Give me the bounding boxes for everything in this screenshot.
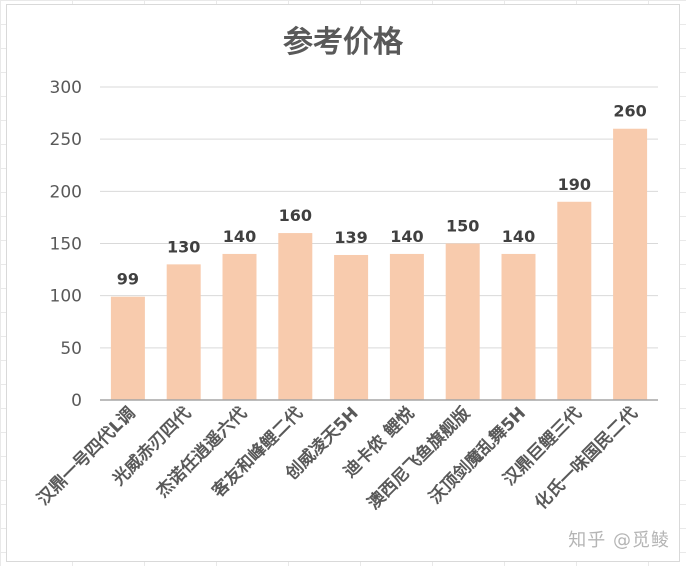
y-tick-label: 0	[71, 391, 82, 411]
watermark: 知乎 @觅鲮	[568, 530, 670, 551]
data-label: 140	[390, 227, 423, 246]
data-label: 99	[117, 270, 139, 289]
data-labels: 99 130 140 160 139 140 150 140 190 260	[117, 102, 647, 289]
bars	[110, 128, 648, 400]
bar	[445, 243, 480, 400]
data-label: 160	[279, 206, 312, 225]
bar	[278, 233, 313, 400]
y-tick-label: 250	[50, 130, 82, 150]
bar	[501, 253, 536, 400]
y-tick-label: 150	[50, 235, 82, 255]
bar	[110, 296, 145, 400]
category-label: 汉鼎一号四代L调	[33, 403, 140, 510]
y-tick-label: 100	[50, 287, 82, 307]
category-label: 化氏一味国民二代	[531, 403, 642, 514]
data-label: 130	[167, 237, 200, 256]
data-label: 140	[502, 227, 535, 246]
y-tick-label: 300	[50, 78, 82, 98]
y-tick-label: 200	[50, 182, 82, 202]
data-label: 260	[613, 102, 646, 121]
bar	[334, 254, 369, 400]
bar	[557, 201, 592, 400]
bar	[166, 264, 201, 400]
data-label: 190	[558, 175, 591, 194]
data-label: 140	[223, 227, 256, 246]
bar	[222, 253, 257, 400]
data-label: 139	[334, 228, 367, 247]
bar	[389, 253, 424, 400]
chart-title: 参考价格	[283, 25, 404, 60]
category-label: 澳西尼飞鱼旗舰版	[363, 403, 474, 514]
bar	[613, 128, 648, 400]
data-label: 150	[446, 217, 479, 236]
category-label: 沃顶剑魔乱舞5H	[425, 403, 530, 508]
y-axis-tick-labels: 0 50 100 150 200 250 300	[50, 78, 82, 411]
y-tick-label: 50	[60, 339, 82, 359]
